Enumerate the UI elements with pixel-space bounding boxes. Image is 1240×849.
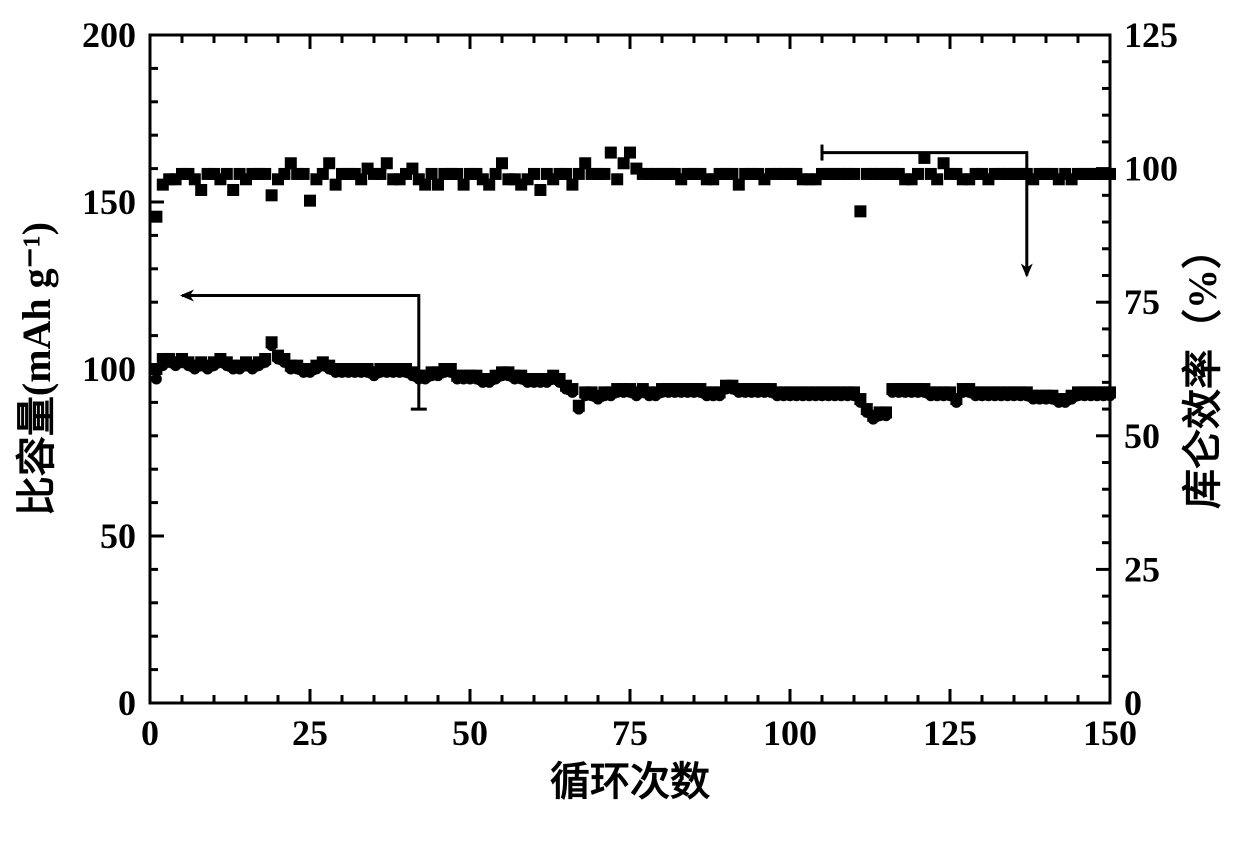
y-left-tick-label: 100 <box>82 349 136 389</box>
y-right-axis-label: 库仑效率（%） <box>1180 229 1225 509</box>
x-tick-label: 0 <box>141 713 159 753</box>
y-right-tick-label: 125 <box>1124 15 1178 55</box>
x-tick-label: 50 <box>452 713 488 753</box>
y-left-axis-label: 比容量(mAh g⁻¹) <box>14 222 59 516</box>
y-right-tick-label: 75 <box>1124 282 1160 322</box>
chart-svg: 0255075100125150050100150200025507510012… <box>0 0 1240 849</box>
y-right-tick-label: 0 <box>1124 683 1142 723</box>
y-left-tick-label: 150 <box>82 182 136 222</box>
y-left-tick-label: 200 <box>82 15 136 55</box>
x-tick-label: 25 <box>292 713 328 753</box>
y-right-tick-label: 50 <box>1124 416 1160 456</box>
x-tick-label: 125 <box>923 713 977 753</box>
x-tick-label: 100 <box>763 713 817 753</box>
chart-container: 0255075100125150050100150200025507510012… <box>0 0 1240 849</box>
y-left-tick-label: 50 <box>100 516 136 556</box>
x-axis-label: 循环次数 <box>550 759 710 804</box>
x-tick-label: 75 <box>612 713 648 753</box>
y-right-tick-label: 25 <box>1124 549 1160 589</box>
y-left-tick-label: 0 <box>118 683 136 723</box>
y-right-tick-label: 100 <box>1124 149 1178 189</box>
